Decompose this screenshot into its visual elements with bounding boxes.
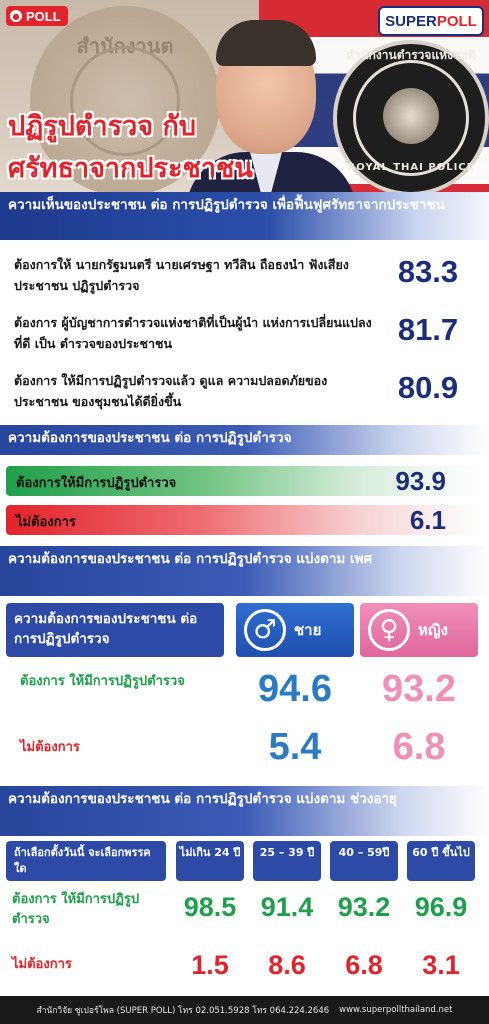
footer-website-link[interactable]: www.superpollthailand.net — [339, 1005, 453, 1015]
poll-badge: ● POLL — [6, 6, 68, 26]
opinion-row: ต้องการให้ นายกรัฐมนตรี นายเศรษฐา ทวีสิน… — [0, 248, 489, 302]
super-poll-logo: SUPER POLL — [378, 6, 484, 36]
footer-org-contact: สำนักวิจัย ซูเปอร์โพล (SUPER POLL) โทร 0… — [36, 1006, 330, 1016]
male-not-want-value: 5.4 — [268, 726, 322, 768]
male-label: ชาย — [294, 621, 322, 639]
not-want-reform-label: ไม่ต้องการ — [16, 515, 76, 530]
portrait-hair — [216, 20, 316, 66]
gender-not-want-label: ไม่ต้องการ — [20, 740, 80, 755]
male-card: ♂ ชาย — [236, 603, 354, 657]
age-box-title: ถ้าเลือกตั้งวันนี้ จะเลือกพรรคใด — [6, 841, 166, 881]
want-reform-label: ต้องการให้มีการปฏิรูปตำรวจ — [16, 476, 177, 491]
poll-badge-label: POLL — [26, 8, 61, 24]
seal-top-text: สำนักงานตำรวจแห่งชาติ — [346, 48, 476, 62]
female-want-value: 93.2 — [382, 668, 456, 710]
age-not-want-value: 1.5 — [191, 950, 229, 980]
super-poll-logo-word1: SUPER — [385, 12, 437, 30]
opinion-row: ต้องการ ให้มีการปฏิรูปตำรวจแล้ว ดูแล ควา… — [0, 364, 489, 418]
not-want-reform-bar: ไม่ต้องการ 6.1 — [6, 505, 482, 535]
opinion-row-value: 80.9 — [397, 370, 459, 405]
age-group-chip: 25 – 39 ปี — [253, 841, 321, 881]
gender-want-label: ต้องการ ให้มีการปฏิรูปตำรวจ — [20, 674, 185, 689]
page-title-line2: ศรัทธาจากประชาชน — [8, 153, 253, 184]
age-group-chip: ไม่เกิน 24 ปี — [176, 841, 244, 881]
seal-ring — [353, 60, 469, 176]
not-want-reform-value: 6.1 — [409, 505, 446, 535]
royal-thai-police-seal: สำนักงานตำรวจแห่งชาติ ROYAL THAI POLICE — [333, 40, 489, 196]
male-symbol-icon: ♂ — [244, 609, 286, 651]
seal-bottom-text: ROYAL THAI POLICE — [347, 162, 475, 173]
age-group-chip: 40 – 59ปี — [330, 841, 398, 881]
female-label: หญิง — [418, 621, 448, 639]
opinion-row-value: 81.7 — [397, 312, 459, 347]
female-symbol-icon: ♀ — [368, 609, 410, 651]
age-want-value: 98.5 — [183, 892, 237, 922]
age-not-want-value: 8.6 — [268, 950, 306, 980]
super-poll-logo-word2: POLL — [436, 12, 477, 30]
age-group-chip: 60 ปี ขึ้นไป — [407, 841, 475, 881]
need-section-heading: ความต้องการของประชาชน ต่อ การปฏิรูปตำรวจ — [0, 425, 489, 455]
age-section-heading: ความต้องการของประชาชน ต่อ การปฏิรูปตำรวจ… — [0, 786, 489, 836]
age-not-want-label: ไม่ต้องการ — [12, 957, 72, 972]
opinion-row: ต้องการ ผู้บัญชาการตำรวจแห่งชาติที่เป็นผ… — [0, 306, 489, 360]
female-not-want-value: 6.8 — [392, 726, 446, 768]
poll-badge-icon: ● — [10, 10, 22, 22]
footer-bar: สำนักวิจัย ซูเปอร์โพล (SUPER POLL) โทร 0… — [0, 996, 489, 1024]
opinion-row-label: ต้องการให้ นายกรัฐมนตรี นายเศรษฐา ทวีสิน… — [14, 257, 349, 293]
age-want-value: 91.4 — [260, 892, 314, 922]
agency-emblem-watermark: สำนักงานต — [30, 6, 220, 196]
age-want-value: 96.9 — [414, 892, 468, 922]
age-not-want-value: 3.1 — [422, 950, 460, 980]
male-want-value: 94.6 — [258, 668, 332, 710]
age-not-want-value: 6.8 — [345, 950, 383, 980]
gender-box-title: ความต้องการของประชาชน ต่อ การปฏิรูปตำรวจ — [6, 603, 224, 657]
page-title-line1: ปฏิรูปตำรวจ กับ — [8, 111, 196, 142]
opinion-row-label: ต้องการ ผู้บัญชาการตำรวจแห่งชาติที่เป็นผ… — [14, 315, 372, 351]
opinion-row-value: 83.3 — [397, 254, 459, 289]
want-reform-value: 93.9 — [395, 466, 446, 496]
opinion-row-label: ต้องการ ให้มีการปฏิรูปตำรวจแล้ว ดูแล ควา… — [14, 373, 328, 409]
opinion-section-heading: ความเห็นของประชาชน ต่อ การปฏิรูปตำรวจ เพ… — [0, 192, 489, 240]
age-want-value: 93.2 — [337, 892, 391, 922]
emblem-inner-ring — [70, 46, 180, 156]
age-want-label: ต้องการ ให้มีการปฏิรูปตำรวจ — [12, 892, 140, 927]
female-card: ♀ หญิง — [360, 603, 478, 657]
want-reform-bar: ต้องการให้มีการปฏิรูปตำรวจ 93.9 — [6, 466, 482, 496]
gender-section-heading: ความต้องการของประชาชน ต่อ การปฏิรูปตำรวจ… — [0, 546, 489, 596]
seal-crest-icon — [383, 88, 439, 144]
